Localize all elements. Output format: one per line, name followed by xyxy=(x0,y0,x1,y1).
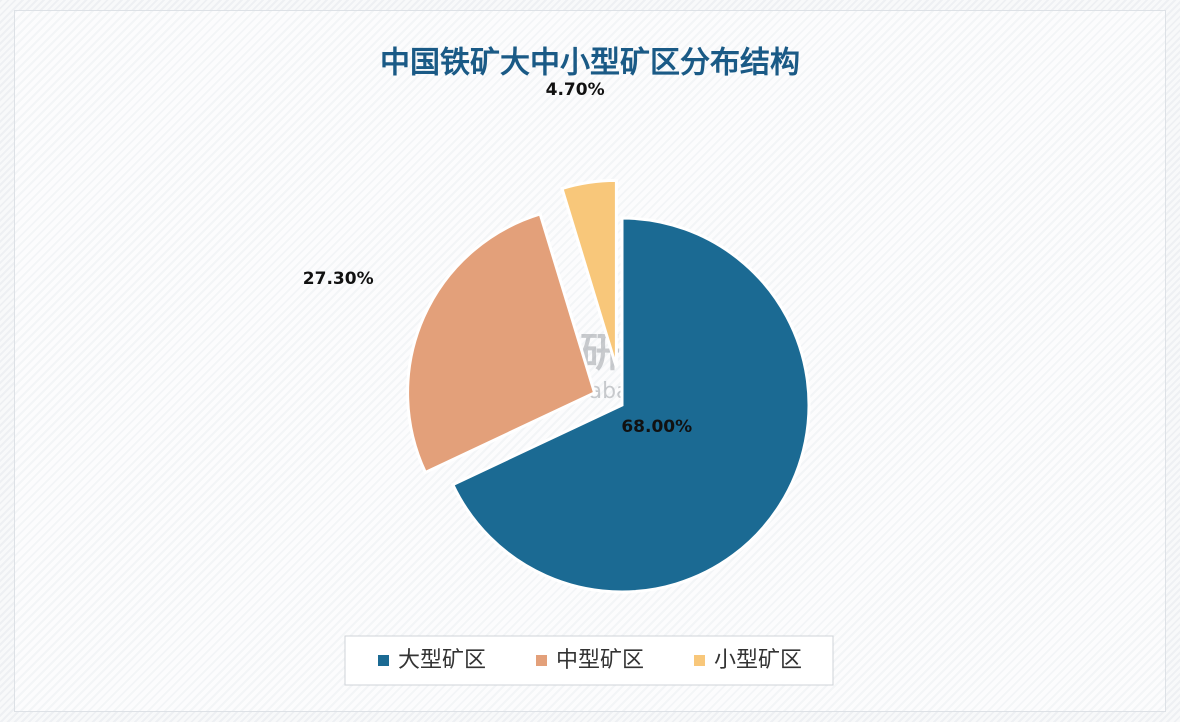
chart-panel xyxy=(14,10,1166,712)
data-label: 68.00% xyxy=(621,417,692,437)
data-label: 27.30% xyxy=(303,269,374,289)
legend-marker xyxy=(378,655,389,666)
legend-box xyxy=(344,635,834,686)
pie-slice xyxy=(560,178,618,368)
legend-label: 中型矿区 xyxy=(556,648,644,673)
legend-label: 大型矿区 xyxy=(398,648,486,673)
legend-marker xyxy=(536,655,547,666)
pie-slice xyxy=(406,212,597,475)
pie-slice xyxy=(450,216,811,594)
chart-title: 中国铁矿大中小型矿区分布结构 xyxy=(380,46,800,81)
data-label: 4.70% xyxy=(546,80,605,100)
legend-label: 小型矿区 xyxy=(714,648,802,673)
legend-marker xyxy=(694,655,705,666)
